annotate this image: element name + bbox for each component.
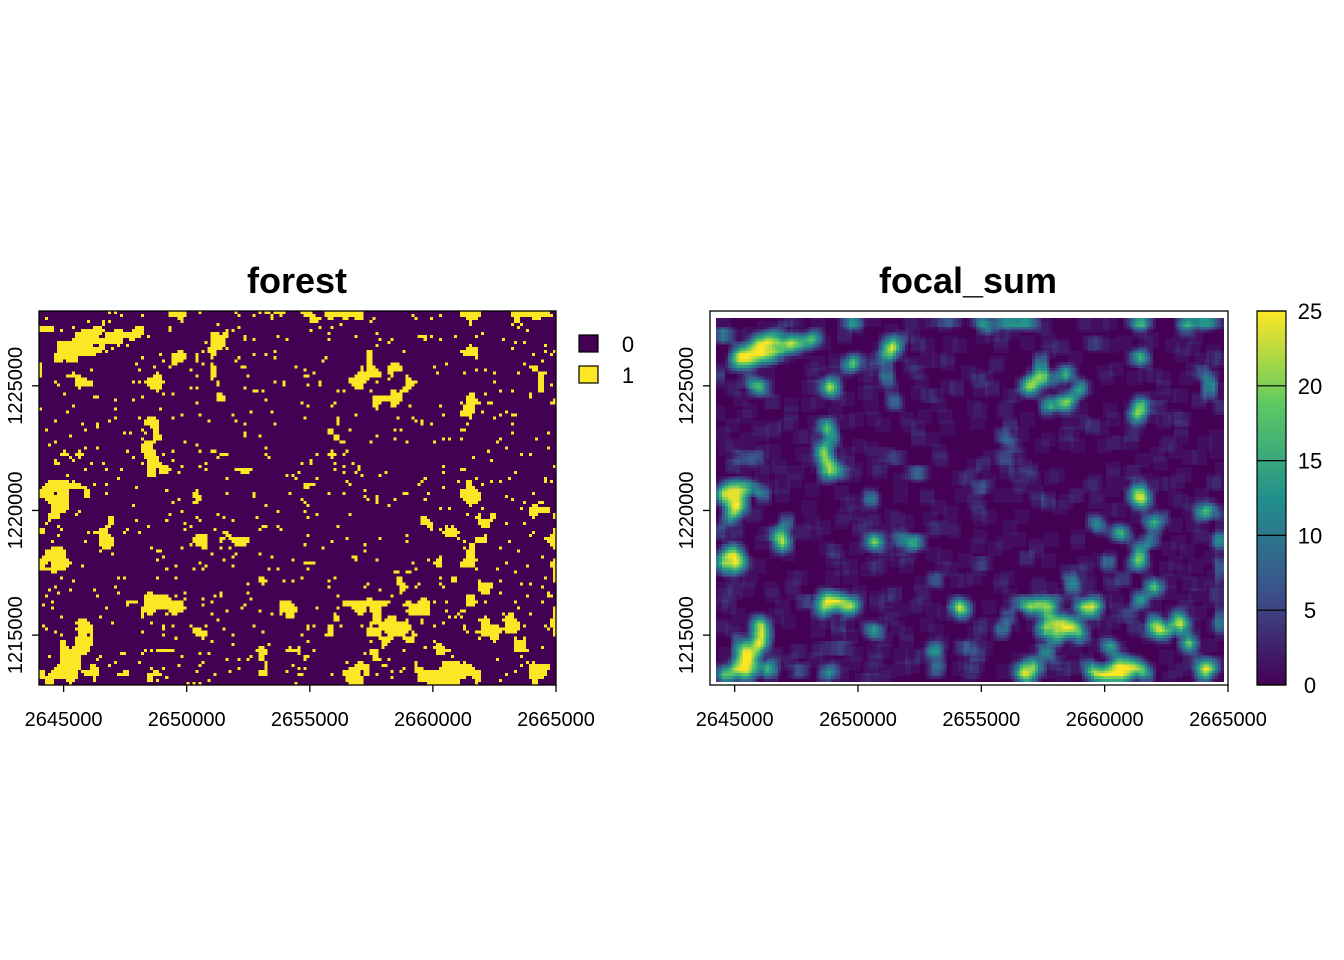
y-tick-label: 1225000	[676, 347, 698, 425]
focal-sum-y-axis: 1215000 1220000 1225000	[676, 347, 710, 674]
colorbar-tick-label: 25	[1298, 299, 1322, 324]
focal-sum-x-axis: 2645000 2650000 2655000 2660000 2665000	[696, 685, 1267, 731]
x-tick-label: 2645000	[25, 709, 103, 731]
forest-plot-frame	[38, 310, 557, 686]
x-tick-label: 2655000	[942, 709, 1020, 731]
x-tick-label: 2650000	[819, 709, 897, 731]
x-tick-label: 2650000	[148, 709, 226, 731]
y-tick-label: 1215000	[676, 596, 698, 674]
colorbar-tick-label: 5	[1304, 598, 1316, 623]
legend-swatch	[578, 365, 599, 384]
legend-label: 0	[622, 332, 634, 357]
x-tick-label: 2665000	[517, 709, 595, 731]
x-tick-label: 2645000	[696, 709, 774, 731]
legend-label: 1	[622, 363, 634, 388]
colorbar-tick-label: 10	[1298, 523, 1322, 548]
focal-sum-title: focal_sum	[879, 260, 1057, 301]
forest-title: forest	[247, 260, 347, 301]
y-tick-label: 1220000	[676, 472, 698, 550]
focal-sum-raster	[716, 318, 1224, 682]
forest-raster-image	[39, 311, 556, 685]
forest-legend: 01	[578, 332, 634, 388]
x-tick-label: 2655000	[271, 709, 349, 731]
forest-raster	[39, 311, 556, 685]
forest-y-axis: 1215000 1220000 1225000	[5, 347, 39, 674]
forest-x-axis: 2645000 2650000 2655000 2660000 2665000	[25, 685, 595, 731]
legend-swatch	[578, 334, 599, 353]
x-tick-label: 2665000	[1189, 709, 1267, 731]
colorbar	[1256, 310, 1287, 686]
colorbar-tick-label: 15	[1298, 449, 1322, 474]
y-tick-label: 1215000	[5, 596, 27, 674]
forest-panel: forest 2645000 2650000 2655000 2660000 26650…	[5, 260, 634, 731]
x-tick-label: 2660000	[394, 709, 472, 731]
y-tick-label: 1220000	[5, 472, 27, 550]
colorbar-tick-label: 0	[1304, 673, 1316, 698]
focal-sum-colorbar: 0 5 10 15 20 25	[1256, 299, 1322, 698]
focal-sum-panel: focal_sum 2645000 2650000 2655000 2660000 26…	[676, 260, 1322, 731]
colorbar-tick-label: 20	[1298, 374, 1322, 399]
y-tick-label: 1225000	[5, 347, 27, 425]
x-tick-label: 2660000	[1066, 709, 1144, 731]
focal-sum-raster-image	[716, 318, 1224, 682]
